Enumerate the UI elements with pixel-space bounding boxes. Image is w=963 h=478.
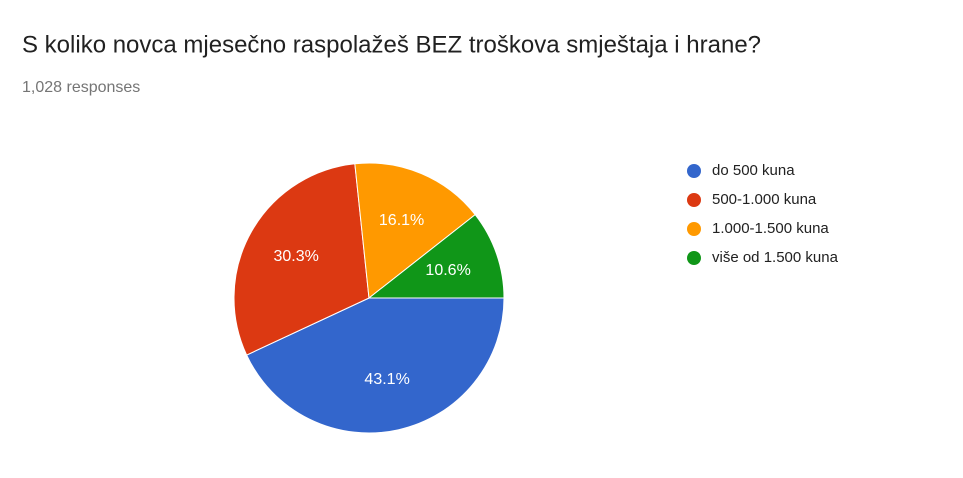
slice-label: 10.6% [425, 262, 470, 279]
slice-label: 30.3% [273, 248, 318, 265]
legend-marker [687, 164, 701, 178]
legend-label: do 500 kuna [712, 162, 795, 179]
legend-label: 1.000-1.500 kuna [712, 220, 829, 237]
pie-slice [245, 297, 505, 434]
pie-slice [354, 162, 476, 299]
legend-label: 500-1.000 kuna [712, 191, 817, 208]
pie-slice [233, 163, 370, 356]
chart-subtitle: 1,028 responses [22, 79, 140, 96]
pie-slice [367, 213, 505, 299]
legend-marker [687, 251, 701, 265]
slice-label: 16.1% [379, 212, 424, 229]
legend-marker [687, 193, 701, 207]
legend-label: više od 1.500 kuna [712, 249, 839, 266]
chart-title: S koliko novca mjesečno raspolažeš BEZ t… [22, 31, 761, 58]
legend-marker [687, 222, 701, 236]
slice-label: 43.1% [364, 371, 409, 388]
